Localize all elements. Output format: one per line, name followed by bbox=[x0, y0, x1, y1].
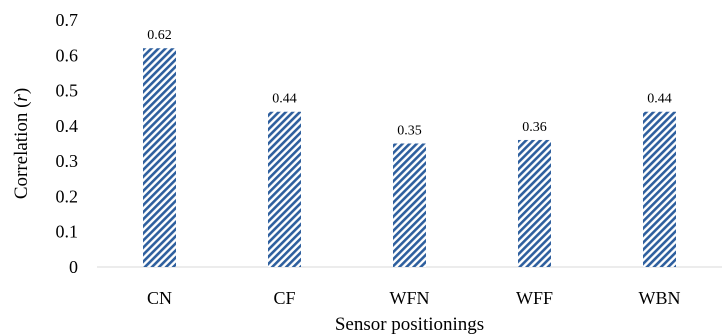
x-tick-label: WFN bbox=[390, 288, 430, 308]
y-axis-ticks: 0 0.1 0.2 0.3 0.4 0.5 0.6 0.7 bbox=[56, 10, 79, 277]
y-tick-label: 0.2 bbox=[56, 186, 79, 206]
bars-group: 0.62 0.44 0.35 0.36 0.44 bbox=[143, 28, 676, 267]
bar-cn bbox=[143, 48, 176, 267]
y-tick-label: 0.7 bbox=[56, 10, 79, 30]
y-axis-title: Correlation (r) bbox=[11, 88, 32, 199]
data-label-wff: 0.36 bbox=[522, 120, 547, 135]
x-axis-ticks: CN CF WFN WFF WBN bbox=[147, 288, 681, 308]
y-tick-label: 0.5 bbox=[56, 81, 79, 101]
bar-wfn bbox=[393, 143, 426, 267]
data-label-wbn: 0.44 bbox=[647, 92, 672, 107]
data-label-cf: 0.44 bbox=[272, 92, 297, 107]
data-label-cn: 0.62 bbox=[147, 28, 172, 43]
y-tick-label: 0.1 bbox=[56, 222, 79, 242]
y-tick-label: 0.3 bbox=[56, 151, 79, 171]
x-tick-label: CN bbox=[147, 288, 172, 308]
bar-wff bbox=[518, 139, 551, 267]
x-tick-label: CF bbox=[273, 288, 295, 308]
bar-wbn bbox=[643, 111, 676, 267]
y-tick-label: 0.4 bbox=[56, 116, 79, 136]
y-axis-title-suffix: ) bbox=[11, 88, 32, 94]
x-tick-label: WFF bbox=[516, 288, 553, 308]
data-label-wfn: 0.35 bbox=[397, 124, 422, 139]
bar-cf bbox=[268, 111, 301, 267]
y-axis-title-prefix: Correlation ( bbox=[11, 102, 32, 200]
y-tick-label: 0 bbox=[69, 257, 78, 277]
x-axis-title: Sensor positionings bbox=[335, 314, 484, 335]
y-axis-title-variable: r bbox=[11, 94, 32, 102]
x-tick-label: WBN bbox=[639, 288, 681, 308]
y-tick-label: 0.6 bbox=[56, 45, 79, 65]
